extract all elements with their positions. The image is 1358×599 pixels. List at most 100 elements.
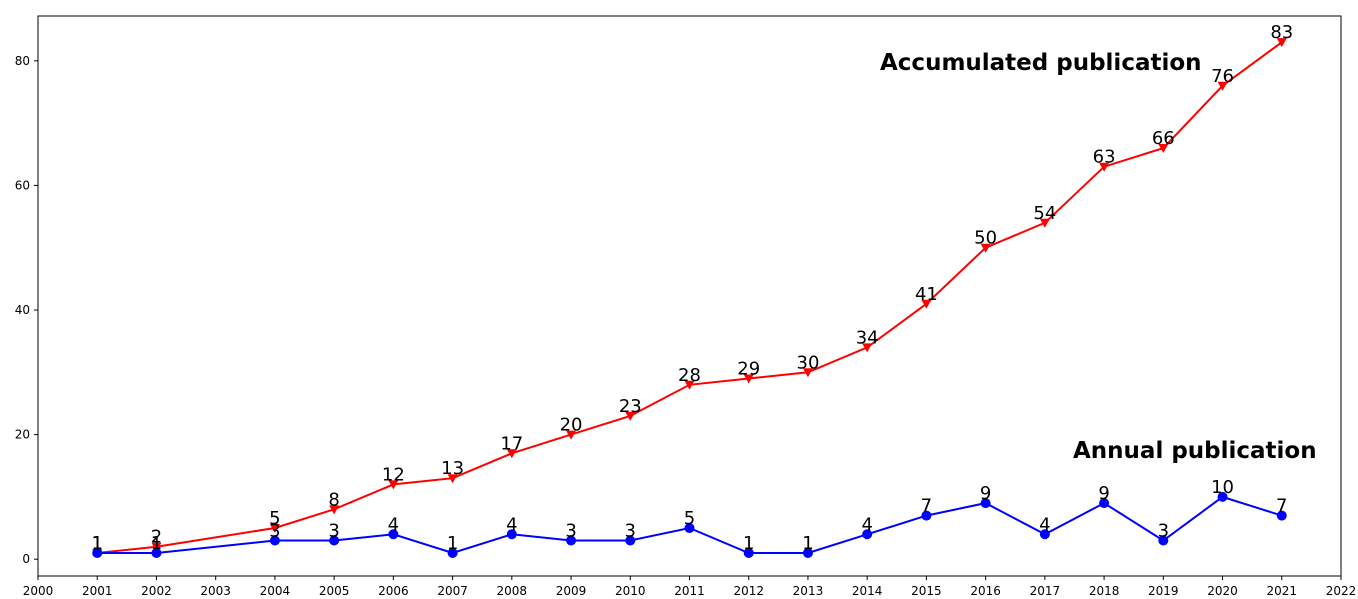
data-label-accumulated: 54 — [1033, 203, 1056, 224]
data-point-accumulated — [566, 430, 577, 440]
data-point-accumulated — [506, 449, 517, 459]
x-tick-label: 2014 — [852, 584, 883, 598]
y-tick-label: 20 — [15, 428, 30, 442]
data-point-annual — [1158, 535, 1169, 546]
x-tick-label: 2019 — [1148, 584, 1179, 598]
data-label-accumulated: 63 — [1093, 147, 1116, 168]
data-point-accumulated — [1039, 218, 1050, 228]
data-point-accumulated — [329, 505, 340, 515]
data-point-accumulated — [684, 380, 695, 390]
x-tick-label: 2018 — [1089, 584, 1120, 598]
data-label-annual: 4 — [506, 514, 517, 535]
data-point-annual — [625, 535, 636, 546]
data-point-accumulated — [980, 243, 991, 253]
x-tick-label: 2022 — [1326, 584, 1357, 598]
data-label-accumulated: 13 — [441, 458, 464, 479]
data-point-accumulated — [1099, 162, 1110, 172]
series-layer — [92, 38, 1287, 558]
x-tick-label: 2009 — [556, 584, 587, 598]
data-point-annual — [862, 529, 873, 540]
x-tick-label: 2002 — [141, 584, 172, 598]
x-tick-label: 2013 — [793, 584, 824, 598]
data-label-accumulated: 76 — [1211, 66, 1234, 87]
data-point-annual — [506, 529, 517, 540]
data-point-annual — [151, 547, 162, 558]
data-label-annual: 9 — [1098, 483, 1109, 504]
series-line-annual — [97, 495, 1283, 555]
x-tick-label: 2017 — [1030, 584, 1061, 598]
data-point-annual — [388, 529, 399, 540]
data-label-annual: 1 — [743, 533, 754, 554]
data-label-annual: 1 — [92, 533, 103, 554]
data-label-accumulated: 23 — [619, 396, 642, 417]
x-tick-label: 2015 — [911, 584, 942, 598]
data-point-annual — [269, 535, 280, 546]
data-label-annual: 3 — [625, 520, 636, 541]
data-label-accumulated: 1 — [92, 533, 103, 554]
y-axis: 0 20 40 60 80 — [15, 54, 38, 566]
x-tick-label: 2011 — [674, 584, 705, 598]
data-label-accumulated: 34 — [856, 327, 879, 348]
data-label-accumulated: 8 — [328, 489, 339, 510]
data-label-accumulated: 12 — [382, 464, 405, 485]
data-label-annual: 7 — [1276, 496, 1287, 517]
x-tick-label: 2008 — [497, 584, 528, 598]
x-tick-label: 2001 — [82, 584, 113, 598]
data-point-annual — [743, 547, 754, 558]
y-tick-label: 0 — [22, 552, 30, 566]
x-tick-label: 2012 — [733, 584, 764, 598]
data-point-annual — [1276, 510, 1287, 521]
data-point-accumulated — [1217, 81, 1228, 91]
x-axis: 2000 2001 2002 2003 2004 2005 2006 2007 2008 2009… — [23, 576, 1357, 598]
data-label-annual: 7 — [921, 496, 932, 517]
data-point-annual — [980, 498, 991, 509]
data-point-annual — [92, 547, 103, 558]
y-tick-label: 40 — [15, 303, 30, 317]
data-label-accumulated: 83 — [1270, 22, 1293, 43]
data-point-annual — [447, 547, 458, 558]
data-label-accumulated: 30 — [797, 352, 820, 373]
data-point-annual — [921, 510, 932, 521]
data-label-annual: 5 — [684, 508, 695, 529]
data-point-annual — [566, 535, 577, 546]
data-label-annual: 4 — [388, 514, 399, 535]
data-point-accumulated — [1158, 144, 1169, 154]
data-point-accumulated — [151, 542, 162, 552]
data-label-annual: 1 — [151, 533, 162, 554]
x-tick-label: 2007 — [437, 584, 468, 598]
data-point-annual — [1099, 498, 1110, 509]
x-tick-label: 2005 — [319, 584, 350, 598]
x-tick-label: 2000 — [23, 584, 54, 598]
data-label-annual: 3 — [565, 520, 576, 541]
data-label-annual: 3 — [269, 520, 280, 541]
data-label-annual: 4 — [861, 514, 872, 535]
data-label-accumulated: 5 — [269, 508, 280, 529]
x-tick-label: 2016 — [970, 584, 1001, 598]
x-tick-label: 2010 — [615, 584, 646, 598]
plot-frame — [37, 15, 1342, 577]
data-label-annual: 10 — [1211, 477, 1234, 498]
data-label-accumulated: 41 — [915, 284, 938, 305]
data-point-annual — [802, 547, 813, 558]
data-point-accumulated — [921, 299, 932, 309]
x-tick-label: 2021 — [1266, 584, 1297, 598]
data-label-annual: 1 — [447, 533, 458, 554]
data-label-accumulated: 29 — [737, 359, 760, 380]
data-label-annual: 4 — [1039, 514, 1050, 535]
y-tick-label: 80 — [15, 54, 30, 68]
data-point-accumulated — [862, 343, 873, 353]
data-point-accumulated — [388, 480, 399, 490]
data-label-annual: 3 — [328, 520, 339, 541]
data-point-accumulated — [743, 374, 754, 384]
data-label-annual: 1 — [802, 533, 813, 554]
series-line-accumulated — [97, 41, 1283, 554]
data-label-accumulated: 20 — [560, 415, 583, 436]
data-label-accumulated: 17 — [500, 433, 523, 454]
series-title-annual: Annual publication — [1073, 438, 1317, 464]
data-label-accumulated: 28 — [678, 365, 701, 386]
y-tick-label: 60 — [15, 178, 30, 192]
data-label-accumulated: 50 — [974, 228, 997, 249]
data-point-annual — [1039, 529, 1050, 540]
data-label-accumulated: 66 — [1152, 128, 1175, 149]
x-tick-label: 2003 — [200, 584, 231, 598]
